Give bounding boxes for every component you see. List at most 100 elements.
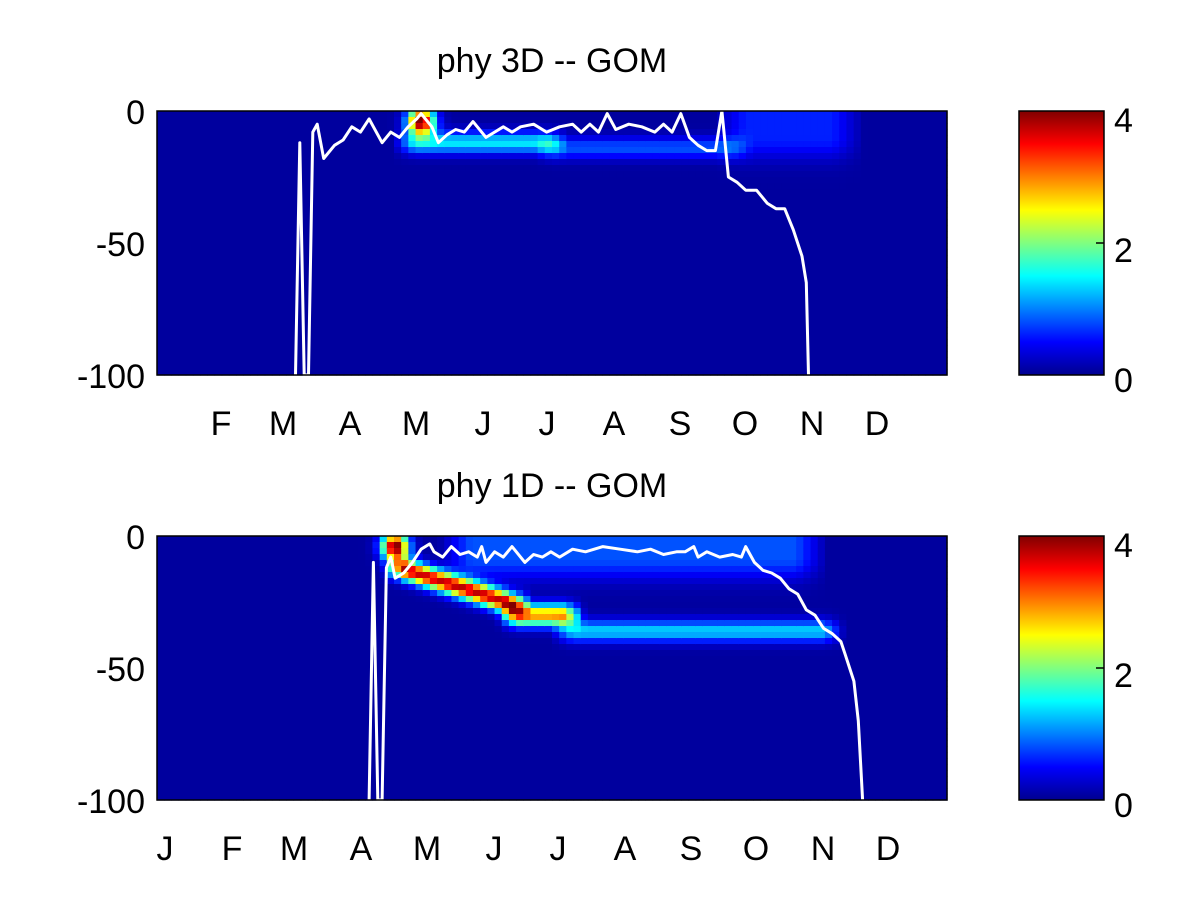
heatmap-cell: [365, 225, 374, 232]
heatmap-cell: [810, 237, 819, 244]
heatmap-cell: [171, 255, 180, 262]
heatmap-cell: [444, 183, 453, 190]
heatmap-cell: [322, 219, 330, 226]
heatmap-cell: [738, 111, 747, 118]
heatmap-cell: [422, 231, 431, 238]
heatmap-cell: [781, 267, 790, 274]
heatmap-cell: [192, 177, 201, 184]
heatmap-cell: [271, 141, 280, 148]
heatmap-cell: [307, 279, 316, 286]
heatmap-cell: [731, 135, 740, 142]
heatmap-cell: [336, 111, 345, 118]
heatmap-cell: [724, 183, 733, 190]
heatmap-cell: [336, 237, 345, 244]
heatmap-cell: [925, 171, 934, 178]
heatmap-cell: [343, 345, 352, 352]
heatmap-cell: [473, 135, 481, 142]
heatmap-cell: [566, 153, 575, 160]
heatmap-cell: [810, 291, 819, 298]
heatmap-cell: [329, 309, 338, 316]
heatmap-cell: [372, 147, 381, 154]
heatmap-cell: [343, 357, 352, 364]
heatmap-cell: [774, 369, 783, 376]
heatmap-cell: [250, 327, 259, 334]
heatmap-cell: [494, 183, 503, 190]
heatmap-cell: [329, 351, 338, 358]
heatmap-cell: [688, 213, 697, 220]
heatmap-cell: [236, 117, 244, 124]
heatmap-cell: [437, 261, 445, 268]
heatmap-cell: [257, 189, 266, 196]
heatmap-cell: [487, 303, 496, 310]
heatmap-cell: [674, 225, 682, 232]
heatmap-cell: [537, 225, 546, 232]
heatmap-cell: [408, 171, 417, 178]
heatmap-cell: [451, 309, 460, 316]
heatmap-cell: [918, 327, 927, 334]
heatmap-cell: [939, 339, 948, 346]
heatmap-cell: [580, 357, 589, 364]
heatmap-cell: [602, 171, 611, 178]
heatmap-cell: [623, 111, 632, 118]
heatmap-cell: [544, 249, 553, 256]
heatmap-cell: [228, 117, 237, 124]
heatmap-cell: [552, 357, 560, 364]
heatmap-cell: [379, 309, 388, 316]
heatmap-cell: [911, 297, 919, 304]
heatmap-cell: [717, 321, 725, 328]
heatmap-cell: [236, 219, 244, 226]
heatmap-cell: [602, 225, 611, 232]
heatmap-cell: [480, 219, 488, 226]
heatmap-cell: [544, 309, 553, 316]
heatmap-cell: [185, 279, 194, 286]
heatmap-cell: [257, 327, 266, 334]
heatmap-cell: [221, 219, 230, 226]
heatmap-cell: [343, 297, 352, 304]
heatmap-cell: [271, 183, 280, 190]
heatmap-cell: [537, 141, 546, 148]
heatmap-cell: [595, 333, 603, 340]
heatmap-cell: [860, 189, 869, 196]
heatmap-cell: [437, 339, 445, 346]
heatmap-cell: [178, 273, 187, 280]
heatmap-cell: [623, 195, 632, 202]
heatmap-cell: [429, 321, 438, 328]
heatmap-cell: [207, 159, 216, 166]
heatmap-cell: [236, 279, 244, 286]
heatmap-cell: [760, 327, 769, 334]
heatmap-cell: [939, 165, 948, 172]
heatmap-cell: [451, 129, 460, 136]
heatmap-cell: [587, 201, 596, 208]
heatmap-cell: [710, 363, 718, 370]
heatmap-cell: [573, 267, 582, 274]
heatmap-cell: [688, 171, 697, 178]
heatmap-cell: [465, 213, 474, 220]
heatmap-cell: [221, 111, 230, 118]
heatmap-cell: [738, 117, 747, 124]
heatmap-cell: [882, 297, 891, 304]
heatmap-cell: [738, 363, 747, 370]
heatmap-cell: [508, 279, 517, 286]
heatmap-cell: [552, 159, 560, 166]
heatmap-cell: [717, 219, 725, 226]
heatmap-cell: [516, 219, 524, 226]
heatmap-cell: [645, 225, 654, 232]
heatmap-cell: [451, 243, 460, 250]
heatmap-cell: [487, 297, 496, 304]
heatmap-cell: [573, 321, 582, 328]
heatmap-cell: [185, 219, 194, 226]
heatmap-cell: [738, 369, 747, 376]
heatmap-cell: [623, 369, 632, 376]
heatmap-cell: [860, 255, 869, 262]
heatmap-cell: [178, 327, 187, 334]
heatmap-cell: [271, 255, 280, 262]
heatmap-cell: [695, 267, 704, 274]
heatmap-cell: [609, 165, 618, 172]
heatmap-cell: [401, 273, 409, 280]
heatmap-cell: [602, 261, 611, 268]
heatmap-cell: [437, 141, 445, 148]
heatmap-cell: [214, 321, 223, 328]
heatmap-cell: [171, 608, 180, 615]
heatmap-cell: [638, 159, 646, 166]
heatmap-cell: [925, 357, 934, 364]
